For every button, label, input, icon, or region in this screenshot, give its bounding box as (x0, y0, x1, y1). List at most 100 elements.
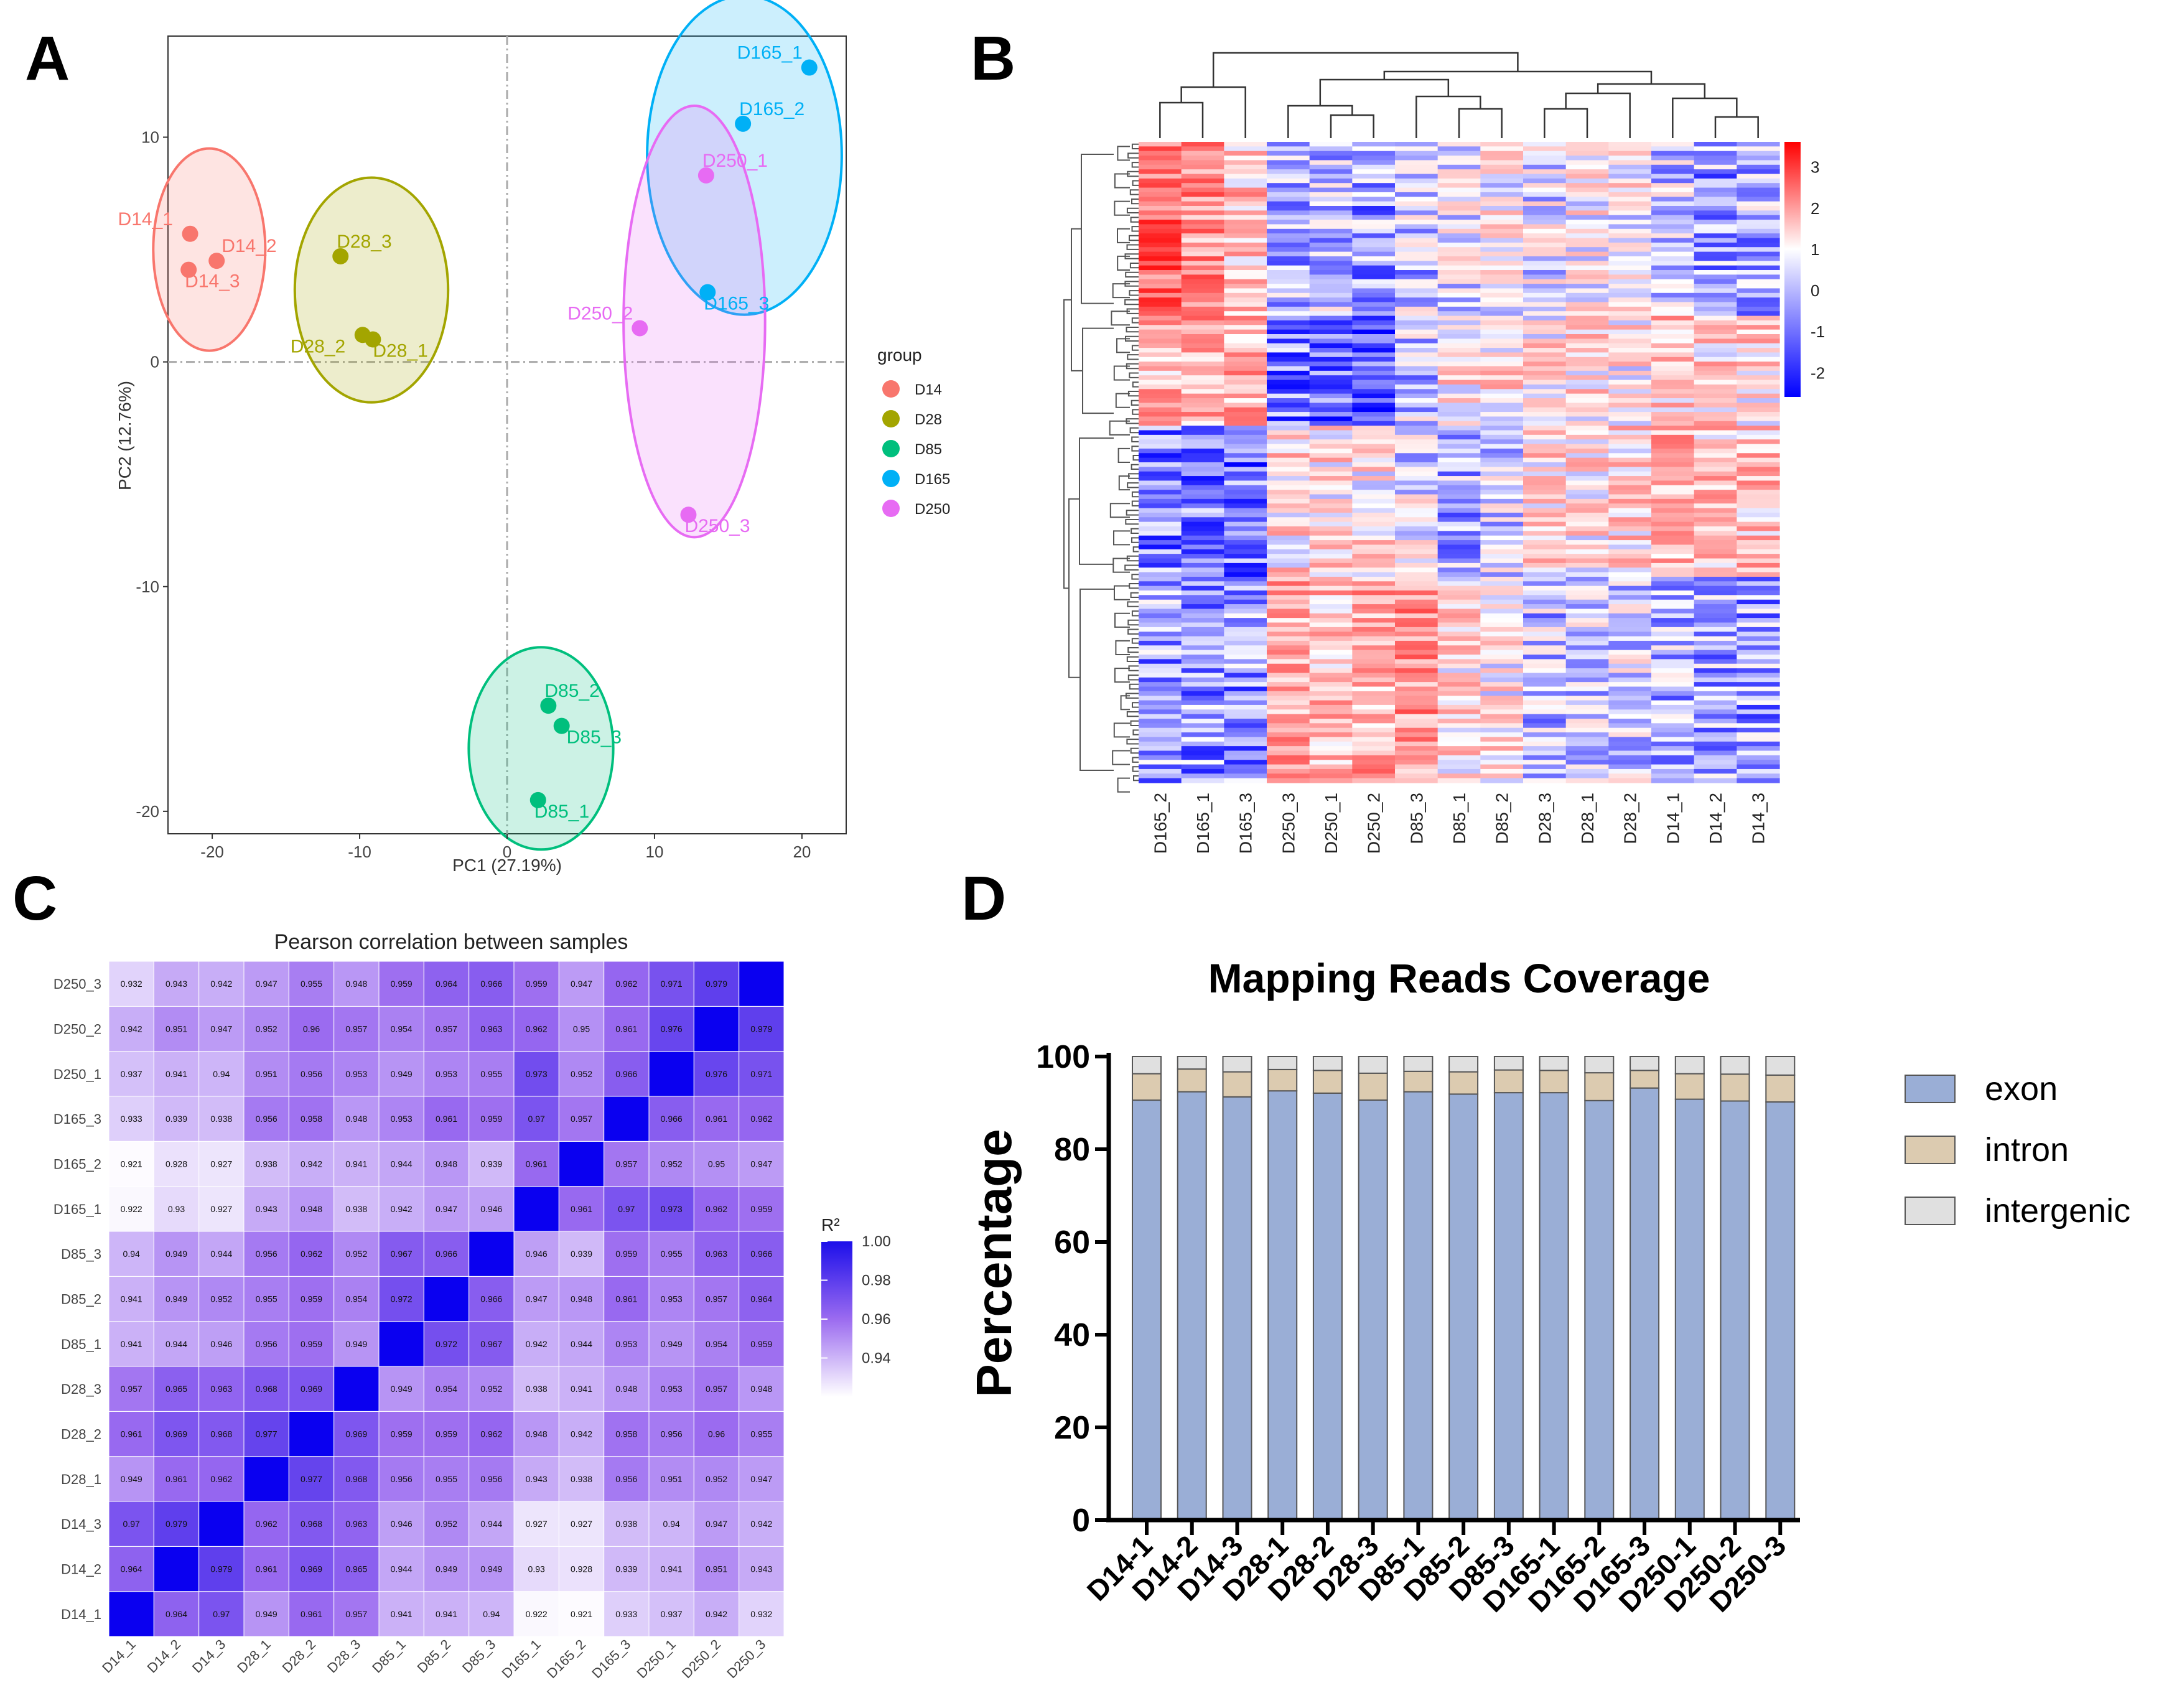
heatmap-cell (1224, 691, 1267, 696)
heatmap-cell (1565, 375, 1609, 381)
pearson-cell (648, 1321, 694, 1367)
heatmap-cell (1395, 434, 1439, 440)
pearson-cell (739, 1366, 785, 1412)
heatmap-cell (1565, 366, 1609, 371)
heatmap-cell (1480, 755, 1524, 760)
heatmap-cell (1651, 160, 1695, 166)
heatmap-cell (1608, 457, 1652, 463)
heatmap-cell (1309, 201, 1353, 207)
pearson-cell (378, 961, 424, 1007)
pearson-cell (513, 1501, 559, 1547)
heatmap-cell (1309, 457, 1353, 463)
pearson-cell (739, 1231, 785, 1277)
pearson-cell-value: 0.952 (345, 1249, 367, 1259)
pearson-cell-value: 0.949 (436, 1564, 457, 1574)
heatmap-cell (1523, 228, 1567, 234)
heatmap-cell (1565, 655, 1609, 660)
heatmap-cell (1523, 490, 1567, 495)
heatmap-cell (1395, 494, 1439, 500)
heatmap-cell (1181, 480, 1224, 486)
pearson-cell-value: 0.976 (706, 1069, 727, 1079)
heatmap-cell (1523, 535, 1567, 541)
heatmap-cell (1565, 265, 1609, 271)
heatmap-cell (1694, 590, 1737, 595)
heatmap-cell (1224, 315, 1267, 321)
heatmap-cell (1267, 508, 1310, 513)
heatmap-cell (1565, 146, 1609, 152)
heatmap-cell (1181, 576, 1224, 582)
heatmap-cell (1737, 544, 1780, 550)
heatmap-cell (1565, 741, 1609, 747)
heatmap-cell (1480, 604, 1524, 610)
pca-point-d85-2 (540, 698, 557, 714)
heatmap-cell (1523, 650, 1567, 655)
heatmap-cell (1523, 521, 1567, 527)
heatmap-cell (1224, 434, 1267, 440)
heatmap-cell (1651, 201, 1695, 207)
heatmap-cell (1437, 412, 1481, 418)
heatmap-cell (1139, 768, 1182, 774)
pca-point-d250-3 (680, 506, 697, 523)
heatmap-cell (1523, 352, 1567, 358)
heatmap-cell (1267, 498, 1310, 504)
heatmap-cell (1309, 380, 1353, 385)
heatmap-cell (1437, 778, 1481, 783)
pearson-cell (604, 1186, 650, 1232)
heatmap-cell (1181, 220, 1224, 225)
heatmap-cell (1309, 320, 1353, 325)
heatmap-cell (1651, 476, 1695, 482)
heatmap-cell (1737, 274, 1780, 280)
heatmap-cell (1651, 146, 1695, 152)
heatmap-cell (1608, 696, 1652, 701)
heatmap-cell (1395, 768, 1439, 774)
heatmap-cell (1651, 357, 1695, 362)
heatmap-cell (1267, 727, 1310, 733)
heatmap-cell (1139, 503, 1182, 509)
heatmap-cell (1608, 389, 1652, 394)
heatmap-cell (1309, 325, 1353, 330)
heatmap-cell (1651, 444, 1695, 449)
pearson-cell-value: 0.921 (571, 1609, 592, 1619)
heatmap-cell (1480, 508, 1524, 513)
heatmap-cell (1309, 146, 1353, 152)
heatmap-cell (1480, 727, 1524, 733)
pearson-cell (108, 1591, 154, 1637)
heatmap-cell (1395, 201, 1439, 207)
heatmap-cell (1737, 416, 1780, 422)
heatmap-cell (1395, 490, 1439, 495)
heatmap-cell (1565, 773, 1609, 779)
heatmap-cell (1181, 357, 1224, 362)
heatmap-cell (1565, 215, 1609, 220)
heatmap-cell (1565, 691, 1609, 696)
heatmap-cell (1139, 773, 1182, 779)
pca-point-label: D28_3 (337, 231, 391, 252)
heatmap-cell (1737, 146, 1780, 152)
heatmap-cell (1480, 485, 1524, 490)
heatmap-cell (1395, 403, 1439, 408)
heatmap-cell (1267, 439, 1310, 445)
heatmap-cell (1181, 206, 1224, 211)
heatmap-cell (1608, 755, 1652, 760)
heatmap-cell (1309, 242, 1353, 248)
pearson-cell (513, 961, 559, 1007)
heatmap-cell (1352, 142, 1396, 147)
bar-segment-intron-d165-2 (1584, 1072, 1615, 1101)
pca-point-d165-2 (735, 115, 752, 132)
heatmap-cell (1608, 531, 1652, 536)
heatmap-cell (1352, 627, 1396, 632)
heatmap-cell (1480, 576, 1524, 582)
heatmap-cell (1181, 494, 1224, 500)
heatmap-cell (1224, 531, 1267, 536)
heatmap-cell (1139, 160, 1182, 166)
pearson-cell-value: 0.973 (526, 1069, 548, 1079)
heatmap-cell (1395, 220, 1439, 225)
pearson-cell-value: 0.941 (121, 1339, 142, 1349)
heatmap-cell (1181, 645, 1224, 651)
pearson-cell (378, 1141, 424, 1187)
heatmap-cell (1309, 595, 1353, 600)
pearson-cell-value: 0.961 (301, 1609, 322, 1619)
pearson-cell-value: 0.951 (256, 1069, 277, 1079)
heatmap-cell (1139, 426, 1182, 431)
heatmap-cell (1181, 659, 1224, 665)
pearson-cell-value: 0.969 (301, 1564, 322, 1574)
